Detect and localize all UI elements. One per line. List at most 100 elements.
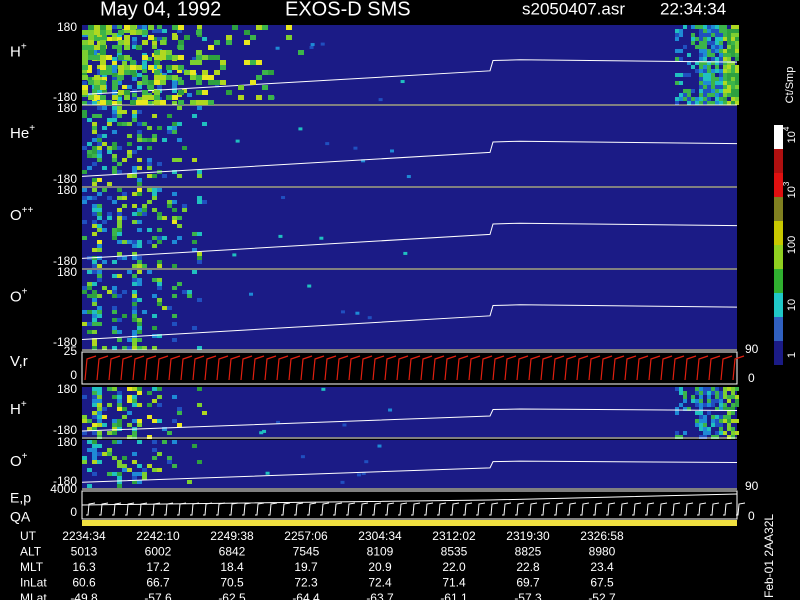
spectrogram-cell [723,33,727,37]
spectrogram-cell [137,146,142,150]
spectrogram-cell [142,208,147,212]
spectrogram-cell [167,114,172,118]
ephemeris-value: 8980 [589,545,616,559]
spectrogram-cell [400,80,405,84]
spectrogram-cell [127,270,132,274]
spectrogram-cell [167,431,172,435]
spectrogram-cell [703,45,707,49]
spectrogram-cell [112,45,117,49]
spectrogram-cell [262,70,268,75]
spectrogram-cell [683,407,687,411]
spectrogram-cell [127,423,132,427]
spectrogram-cell [177,407,182,411]
spectrogram-cell [142,61,147,65]
spectrogram-cell [152,45,157,49]
spectrogram-cell [97,264,102,268]
spectrogram-cell [117,480,122,484]
spectrogram-cell [687,97,691,101]
spectrogram-cell [178,80,184,85]
spectrogram-cell [132,97,137,101]
spectrogram-cell [187,290,192,294]
spectrogram-cell [735,431,739,435]
spectrogram-cell [707,53,711,57]
spectrogram-cell [87,419,92,423]
tick-bottom: 0 [70,505,77,519]
spectrogram-cell [132,310,137,314]
header-date: May 04, 1992 [100,0,221,20]
spectrogram-cell [187,480,192,484]
spectrogram-cell [94,45,100,50]
spectrogram-cell [122,346,127,350]
spectrogram-cell [703,53,707,57]
spectrogram-cell [707,41,711,45]
spectrogram-cell [691,25,695,29]
spectrogram-cell [117,81,122,85]
spectrogram-cell [723,65,727,69]
spectrogram-cell [100,70,106,75]
charge: ++ [22,205,34,216]
spectrogram-cell [192,232,197,236]
spectrogram-cell [675,49,679,53]
spectrogram-cell [703,387,707,391]
spectrogram-cell [132,452,137,456]
spectrogram-cell [340,480,345,484]
spectrogram-cell [679,81,683,85]
spectrogram-cell [675,33,679,37]
spectrogram-cell [88,35,94,40]
spectrogram-cell [719,431,723,435]
spectrogram-cell [142,100,148,105]
spectrogram-cell [256,60,262,65]
spectrogram-cell [683,431,687,435]
spectrogram-cell [117,106,122,110]
spectrogram-cell [100,100,106,105]
spectrogram-cell [197,174,202,178]
spectrogram-cell [157,264,162,268]
spectrogram-cell [172,75,178,80]
ephemeris-value: 60.6 [72,576,96,590]
spectrogram-cell [132,298,137,302]
spectrogram-cell [97,158,102,162]
spectrogram-cell [100,25,106,30]
spectrogram-cell [707,29,711,33]
spectrogram-cell [97,89,102,93]
spectrogram-cell [172,216,177,220]
spectrogram-cell [723,37,727,41]
spectrogram-cell [82,456,87,460]
spectrogram-cell [147,138,152,142]
spectrogram-cell [695,403,699,407]
spectrogram-cell [166,65,172,70]
spectrogram-cell [727,415,731,419]
spectrogram-cell [177,282,182,286]
spectrogram-cell [142,55,148,60]
spectrogram-cell [142,476,147,480]
spectrogram-cell [142,212,147,216]
spectrogram-cell [82,85,88,90]
spectrogram-cell [82,50,88,55]
spectrogram-cell [178,55,184,60]
spectrogram-cell [310,43,315,47]
spectrogram-cell [122,407,127,411]
spectrogram-cell [97,444,102,448]
spectrogram-cell [735,49,739,53]
spectrogram-cell [157,85,162,89]
spectrogram-cell [699,387,703,391]
spectrogram-cell [157,302,162,306]
ephemeris-value: 2319:30 [506,529,550,543]
tick-bottom: -180 [53,172,77,186]
spectrogram-cell [97,146,102,150]
spectrogram-cell [132,403,137,407]
spectrogram-cell [107,118,112,122]
spectrogram-cell [112,290,117,294]
spectrogram-cell [683,73,687,77]
spectrogram-cell [94,80,100,85]
spectrogram-cell [82,460,87,464]
spectrogram-cell [87,468,92,472]
spectrogram-cell [92,448,97,452]
charge: + [22,451,28,462]
spectrogram-cell [707,97,711,101]
spectrogram-cell [97,240,102,244]
spectrogram-cell [172,122,177,126]
spectrogram-cell [699,49,703,53]
spectrogram-cell [117,318,122,322]
spectrogram-cell [683,25,687,29]
